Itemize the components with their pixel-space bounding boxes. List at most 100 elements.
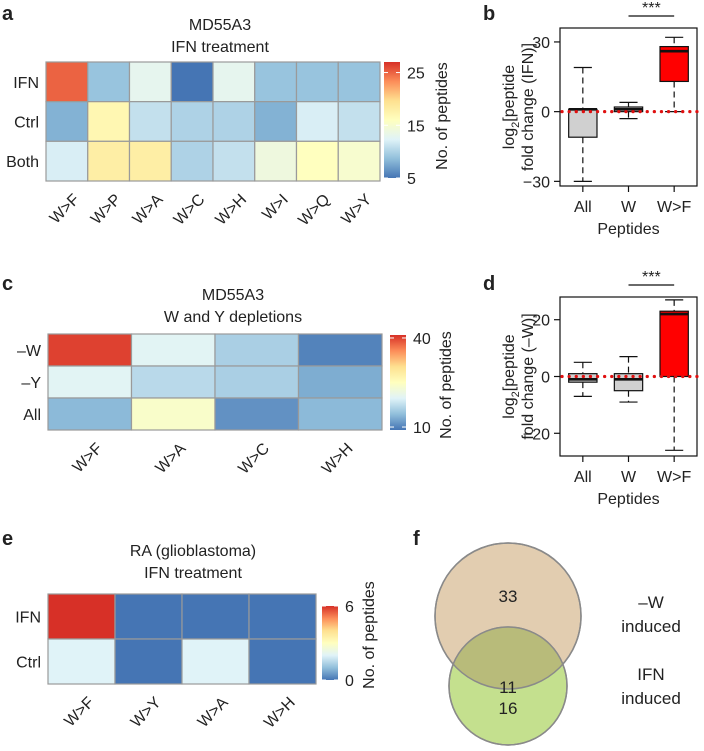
colorbar-tick-label: 40 — [413, 331, 431, 348]
heatmap-cell — [214, 365, 300, 399]
column-label: W>C — [171, 191, 208, 228]
heatmap-cell — [295, 61, 339, 103]
heatmap-cell — [214, 333, 300, 367]
x-tick-label: W — [621, 199, 637, 216]
y-axis-label-line2: fold change (–W)] — [520, 313, 537, 439]
heatmap-cell — [214, 397, 300, 431]
colorbar-tick-label: 15 — [407, 118, 425, 135]
y-tick-label: 30 — [532, 35, 550, 52]
column-label: W>Y — [128, 694, 165, 731]
x-tick-label: W>F — [657, 469, 691, 486]
x-tick-label: All — [574, 199, 592, 216]
panel-label: c — [2, 273, 13, 295]
column-label: W>P — [88, 191, 125, 228]
colorbar-label: No. of peptides — [438, 331, 455, 439]
y-tick-label: −30 — [523, 174, 550, 191]
venn-outline-top — [434, 542, 582, 690]
colorbar — [384, 62, 400, 178]
venn-set-name: induced — [621, 617, 681, 636]
venn-set-name: induced — [621, 689, 681, 708]
y-tick-label: 20 — [532, 313, 550, 330]
venn-set-name: IFN — [637, 665, 664, 684]
colorbar-label: No. of peptides — [434, 62, 451, 170]
column-label: W>H — [213, 191, 250, 228]
box — [613, 373, 644, 392]
column-label: W>Q — [295, 191, 333, 229]
chart-title: MD55A3 — [189, 17, 251, 34]
column-label: W>F — [61, 694, 97, 730]
heatmap-cell — [181, 593, 250, 640]
heatmap-cell — [170, 101, 214, 142]
y-axis-label-part: log — [501, 128, 518, 149]
venn-count-bottom: 16 — [499, 699, 518, 718]
heatmap-cell — [337, 101, 381, 142]
column-label: W>F — [70, 440, 106, 476]
x-axis-label: Peptides — [597, 221, 659, 238]
x-tick-label: All — [574, 469, 592, 486]
column-label: W>C — [235, 440, 272, 477]
heatmap-cell — [47, 638, 116, 685]
chart-title: MD55A3 — [202, 287, 264, 304]
significance-label: *** — [642, 0, 661, 17]
heatmap-cell — [87, 101, 131, 142]
row-label: –W — [17, 343, 42, 360]
panel-label: d — [483, 273, 495, 295]
y-axis-label: log2[peptide — [501, 334, 522, 419]
venn-outline-bottom — [448, 626, 568, 746]
column-label: W>A — [130, 191, 167, 228]
venn-set-name: –W — [638, 593, 664, 612]
heatmap-cell — [295, 140, 339, 182]
heatmap-cell — [87, 140, 131, 182]
chart-title: IFN treatment — [171, 39, 269, 56]
heatmap-cell — [128, 140, 172, 182]
row-label: Ctrl — [14, 115, 39, 132]
heatmap-cell — [87, 61, 131, 103]
box — [568, 108, 598, 138]
heatmap-cell — [47, 365, 133, 399]
y-tick-label: 0 — [541, 370, 550, 387]
column-label: W>A — [153, 440, 190, 477]
y-axis-label-part: log — [501, 397, 518, 418]
venn-count-top: 33 — [499, 587, 518, 606]
boxplot-d: d −20 0 20 log2[peptide fold change (–W)] All W… — [483, 269, 703, 508]
y-axis-label: log2[peptide — [501, 65, 522, 150]
column-label: W>I — [259, 191, 291, 223]
y-axis-label-part: [peptide — [501, 334, 518, 391]
heatmap-cell — [45, 61, 89, 103]
chart-title: RA (glioblastoma) — [130, 543, 256, 560]
heatmap-cell — [212, 140, 256, 182]
row-label: IFN — [13, 75, 39, 92]
y-tick-label: 0 — [541, 105, 550, 122]
y-axis-label-part: [peptide — [501, 65, 518, 122]
heatmap-cell — [170, 140, 214, 182]
x-tick-label: W>F — [657, 199, 691, 216]
heatmap-cell — [337, 61, 381, 103]
row-label: Ctrl — [16, 655, 41, 672]
venn-overlap — [449, 627, 567, 689]
heatmap-cell — [128, 61, 172, 103]
chart-title: IFN treatment — [144, 565, 242, 582]
column-label: W>H — [261, 694, 298, 731]
y-axis-label-subscript: 2 — [510, 122, 522, 128]
column-label: W>H — [319, 440, 356, 477]
y-axis-label-subscript: 2 — [510, 391, 522, 397]
heatmap-cell — [114, 638, 183, 685]
heatmap-cell — [128, 101, 172, 142]
heatmap-cell — [297, 365, 383, 399]
heatmap-cell — [254, 140, 298, 182]
heatmap-cell — [130, 333, 216, 367]
venn-diagram: f 33 11 16 –W induced IFN induced — [413, 528, 681, 746]
venn-count-overlap: 11 — [499, 678, 517, 697]
heatmap-cell — [47, 333, 133, 367]
panel-label: b — [483, 3, 495, 25]
heatmap-cell — [130, 397, 216, 431]
heatmap-e: e RA (glioblastoma) IFN treatment IFN Ctrl W>… — [2, 528, 378, 732]
heatmap-cell — [254, 101, 298, 142]
colorbar-tick-label: 6 — [345, 599, 354, 616]
heatmap-cell — [47, 397, 133, 431]
colorbar-tick-label: 10 — [413, 420, 431, 437]
heatmap-cell — [295, 101, 339, 142]
column-label: W>F — [47, 191, 83, 227]
heatmap-cell — [248, 638, 317, 685]
